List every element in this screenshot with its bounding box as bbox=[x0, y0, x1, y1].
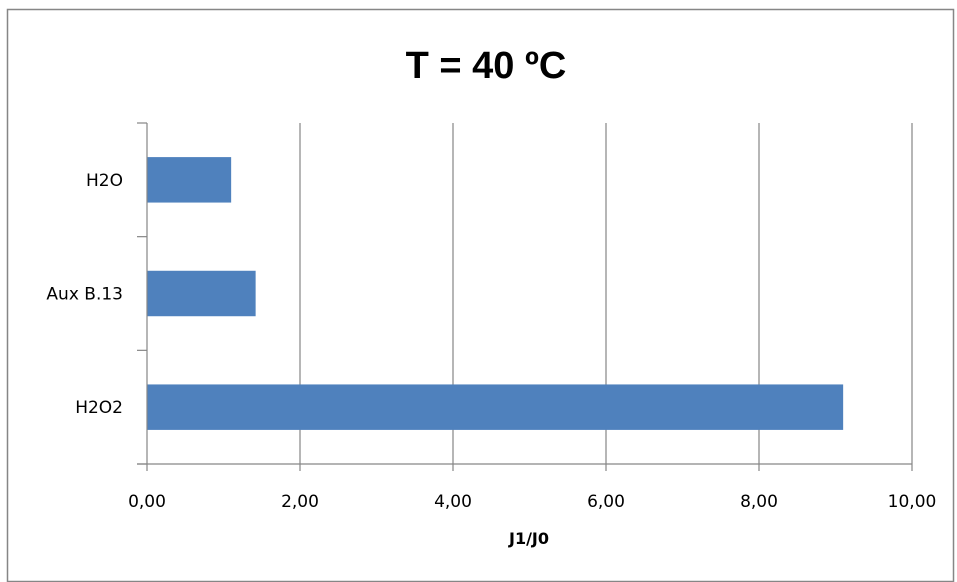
x-tick-label: 6,00 bbox=[587, 492, 625, 512]
x-tick-label: 4,00 bbox=[434, 492, 472, 512]
x-tick-label: 8,00 bbox=[740, 492, 778, 512]
axes bbox=[137, 122, 913, 471]
x-tick-label: 0,00 bbox=[128, 492, 166, 512]
tick-labels: 0,00 2,00 4,00 6,00 8,00 10,00 H2O2 Aux B.13 H2O bbox=[46, 171, 936, 512]
y-tick-label: H2O2 bbox=[75, 398, 123, 418]
x-axis-title: J1/J0 bbox=[508, 529, 549, 548]
y-tick-label: Aux B.13 bbox=[46, 285, 123, 305]
x-tick-label: 2,00 bbox=[281, 492, 319, 512]
bar bbox=[147, 384, 844, 430]
y-tick-label: H2O bbox=[86, 171, 123, 191]
x-tick-label: 10,00 bbox=[888, 492, 937, 512]
bars bbox=[147, 157, 844, 430]
bar bbox=[147, 270, 256, 317]
chart-title: T = 40 ºC bbox=[406, 45, 567, 87]
bar bbox=[147, 157, 232, 203]
